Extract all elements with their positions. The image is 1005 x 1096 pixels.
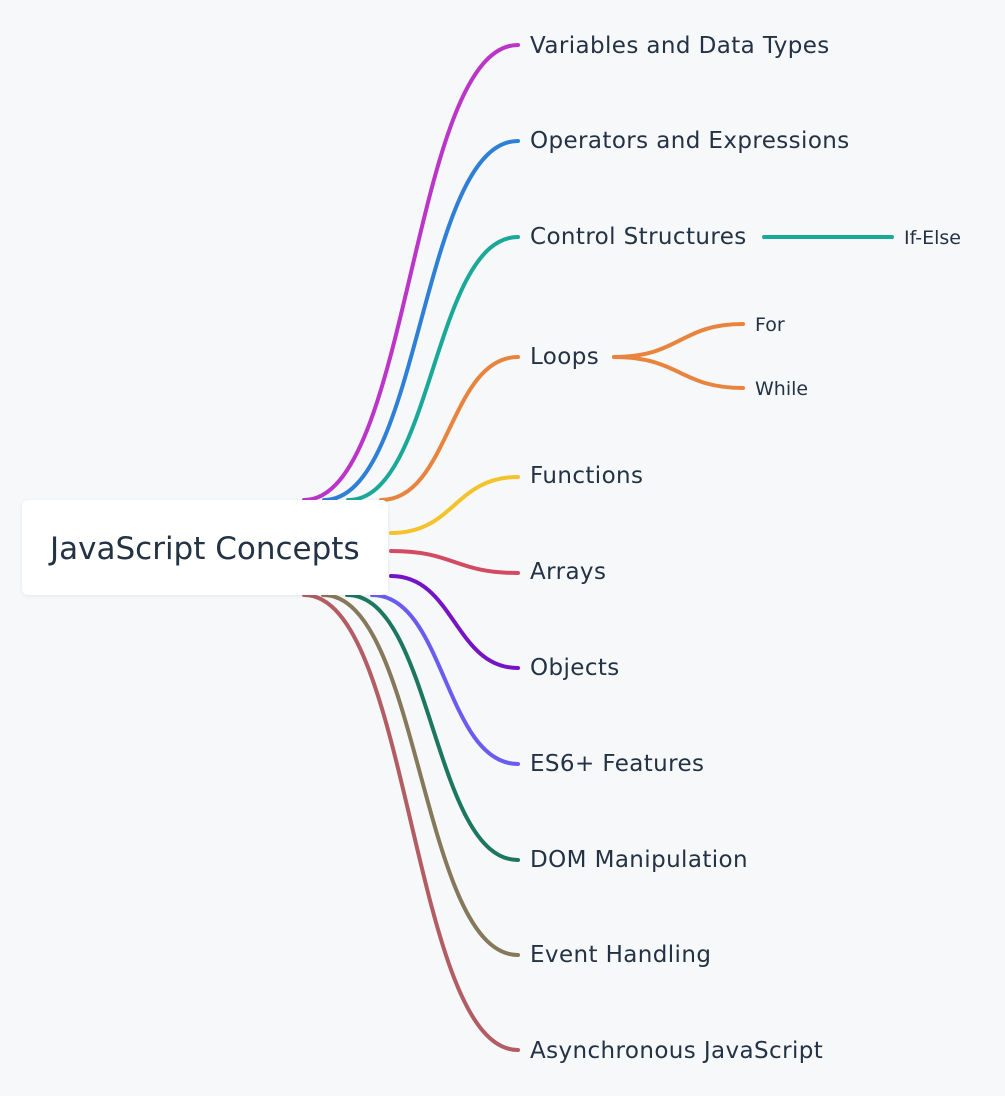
branch-dom-manipulation[interactable]: DOM Manipulation	[530, 847, 748, 873]
branch-variables-and-data-types[interactable]: Variables and Data Types	[530, 33, 830, 59]
leaf-while[interactable]: While	[755, 378, 809, 400]
branch-control-structures[interactable]: Control Structures	[530, 224, 747, 250]
connector-4	[389, 475, 520, 535]
branch-event-handling[interactable]: Event Handling	[530, 942, 712, 968]
connector-for	[612, 322, 745, 359]
root-label: JavaScript Concepts	[50, 531, 360, 567]
branch-functions[interactable]: Functions	[530, 463, 644, 489]
connector-7	[370, 593, 520, 766]
connector-1	[322, 139, 520, 502]
root-node[interactable]	[22, 500, 388, 595]
branch-asynchronous-javascript[interactable]: Asynchronous JavaScript	[530, 1038, 824, 1064]
connector-8	[345, 593, 520, 862]
connector-9	[321, 593, 520, 957]
branch-objects[interactable]: Objects	[530, 655, 620, 681]
connector-while	[612, 355, 745, 390]
connector-10	[302, 593, 520, 1052]
branch-es6-features[interactable]: ES6+ Features	[530, 751, 705, 777]
connector-6	[389, 574, 520, 670]
branch-operators-and-expressions[interactable]: Operators and Expressions	[530, 128, 850, 154]
branch-arrays[interactable]: Arrays	[530, 559, 607, 585]
connector-2	[346, 235, 520, 502]
leaf-if-else[interactable]: If-Else	[904, 227, 961, 249]
leaf-for[interactable]: For	[755, 314, 785, 336]
branch-loops[interactable]: Loops	[530, 344, 600, 370]
connector-3	[379, 355, 520, 502]
connector-5	[389, 549, 520, 575]
connector-0	[302, 43, 520, 502]
